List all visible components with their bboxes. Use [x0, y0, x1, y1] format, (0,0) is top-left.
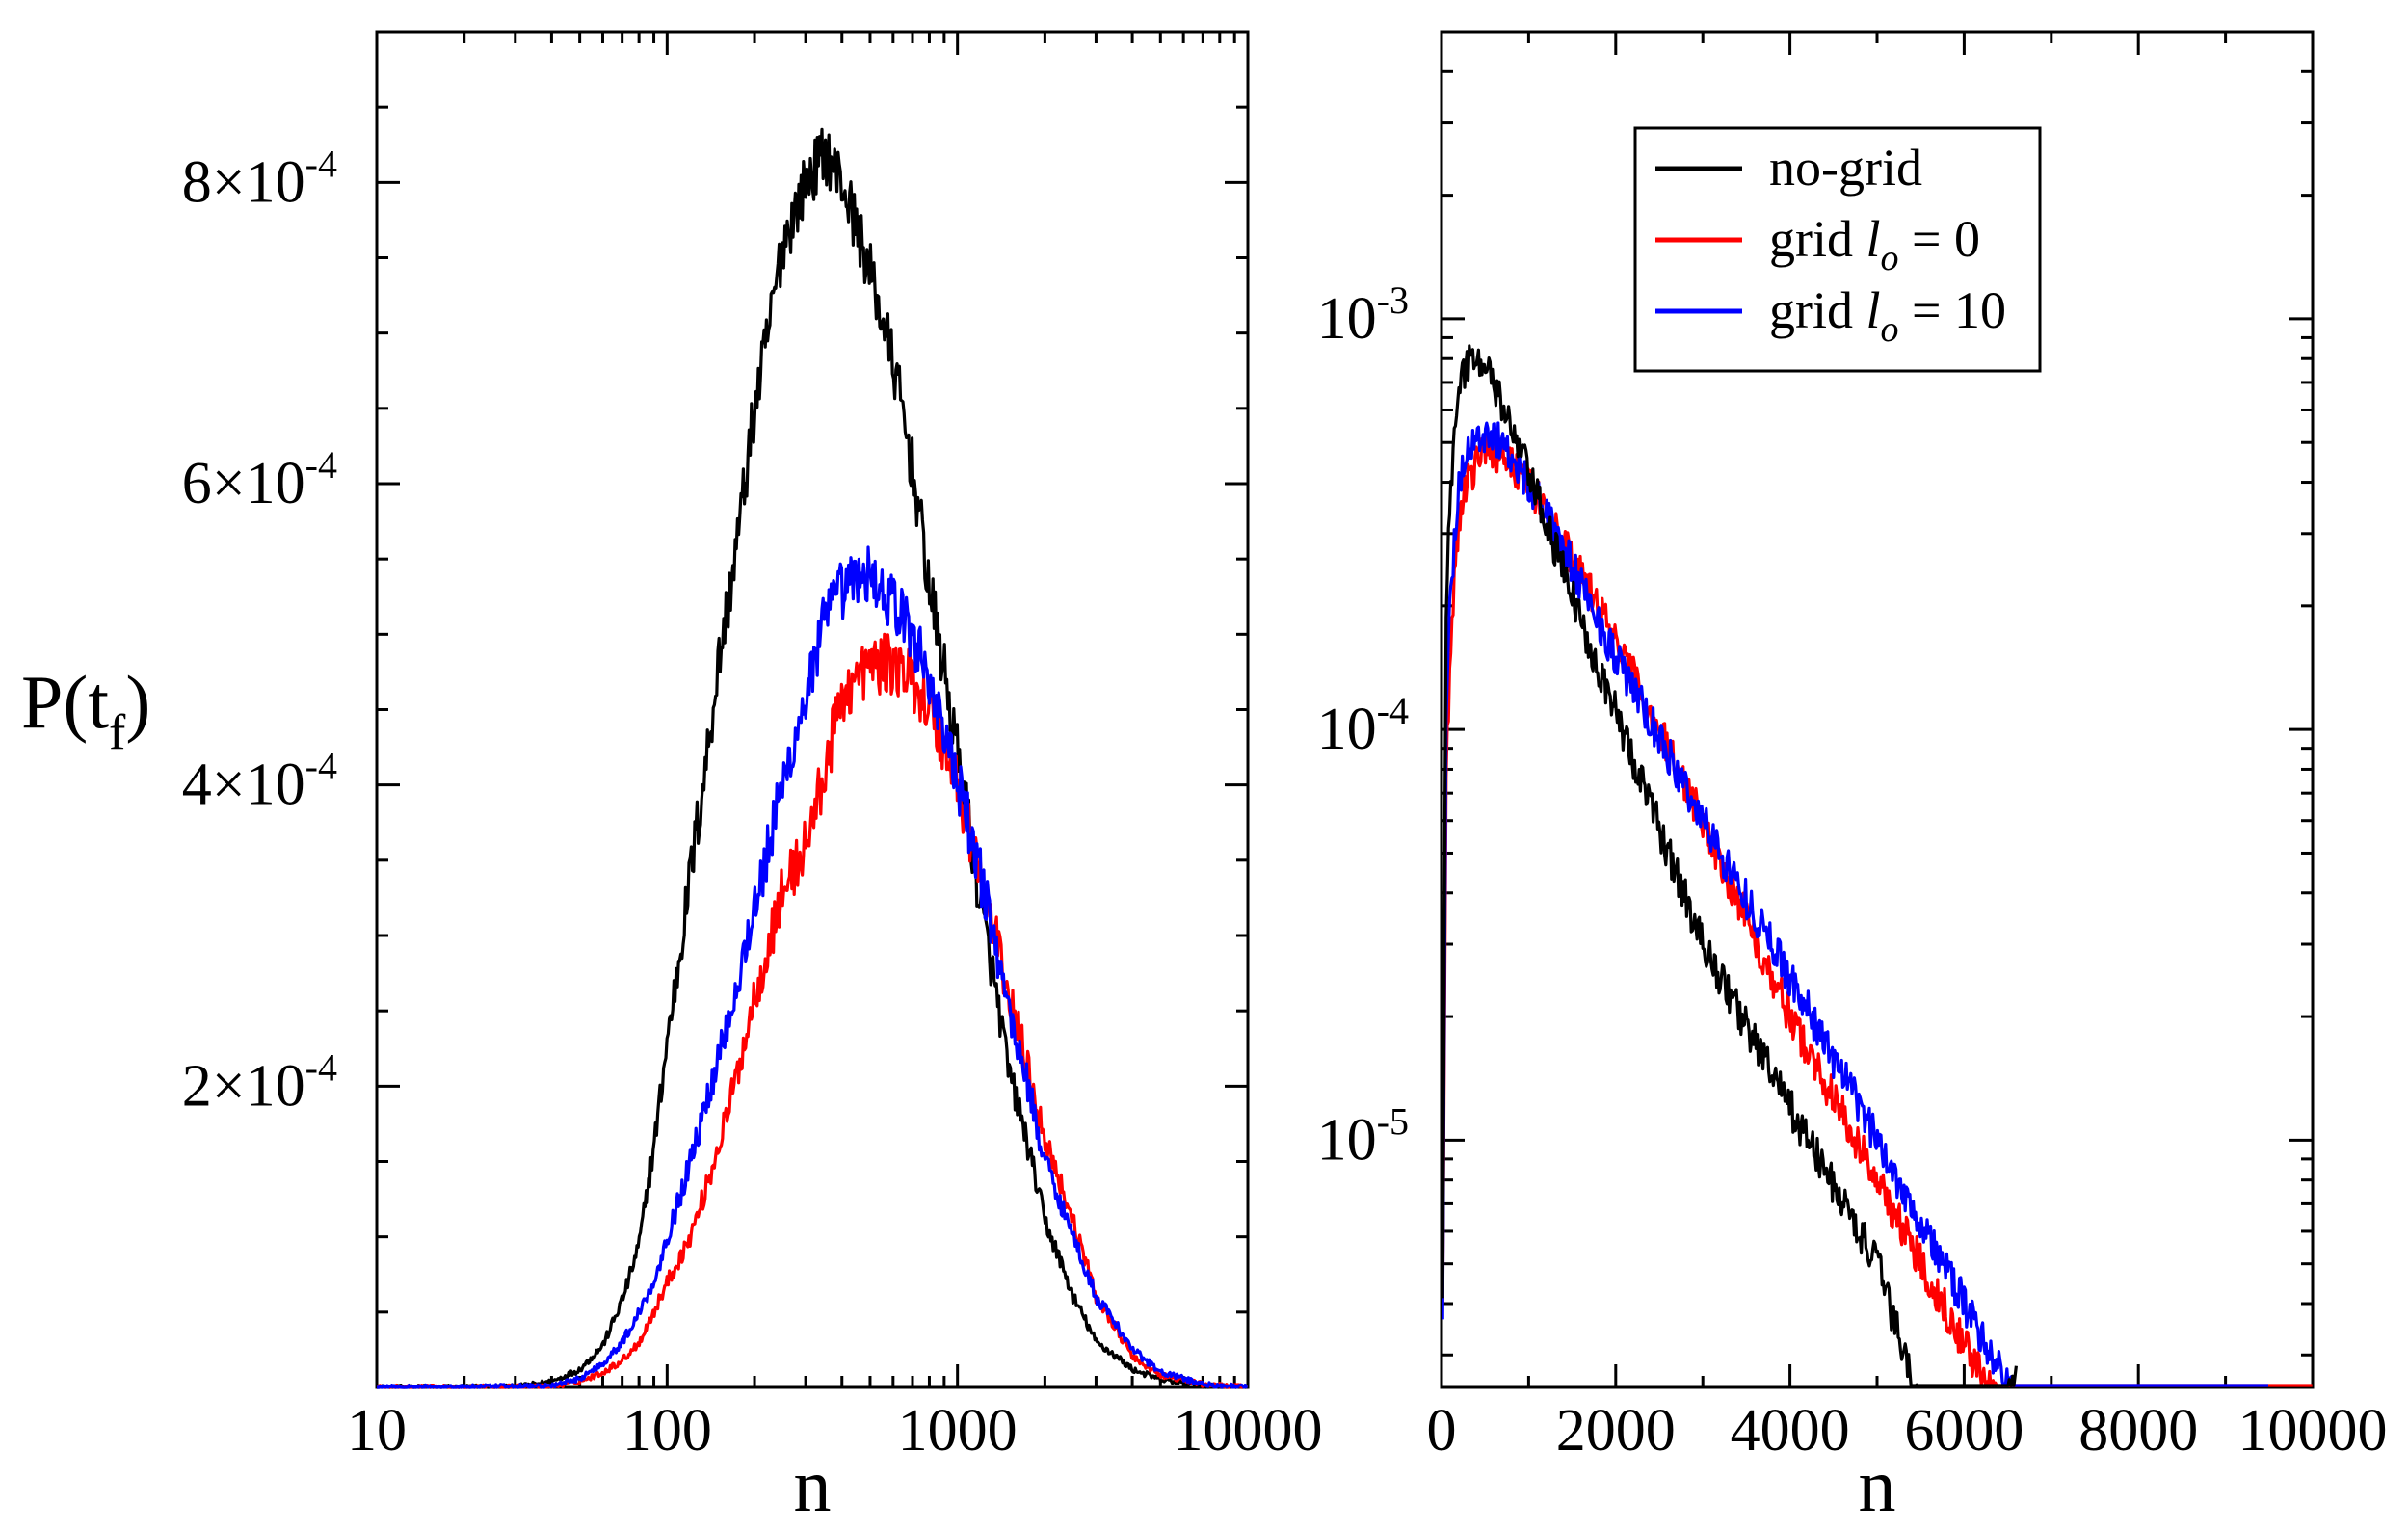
- legend-label-sub: o: [1881, 309, 1899, 350]
- y-axis-title-main: P(t: [21, 660, 109, 744]
- left-y-tick-label: 8×10-4: [182, 142, 337, 215]
- legend-label-prefix: grid: [1769, 210, 1866, 268]
- right-y-tick-label: 10-4: [1317, 689, 1409, 762]
- right-y-tick-label: 10-5: [1317, 1099, 1409, 1173]
- left-y-tick-exponent: -4: [305, 443, 337, 487]
- right-series-line-0: [1442, 344, 2018, 1387]
- left-series-group: [376, 127, 1249, 1389]
- right-x-tick-label: 0: [1427, 1398, 1457, 1464]
- left-x-tick-label: 100: [622, 1398, 712, 1464]
- left-y-tick-mantissa: 8×10: [182, 149, 305, 215]
- right-x-tick-label: 8000: [2078, 1398, 2198, 1464]
- legend-label-0: no-grid: [1769, 139, 1922, 197]
- legend-label-1: grid lo = 0: [1769, 210, 1980, 278]
- legend-label-var: l: [1866, 281, 1881, 339]
- left-y-tick-mantissa: 6×10: [182, 451, 305, 516]
- left-y-tick-label: 6×10-4: [182, 443, 337, 516]
- left-x-tick-label: 10: [347, 1398, 407, 1464]
- right-x-axis-title: n: [1859, 1443, 1896, 1527]
- right-y-tick-exponent: -4: [1377, 689, 1409, 732]
- legend-label-2: grid lo = 10: [1769, 281, 2006, 350]
- left-x-tick-label: 1000: [898, 1398, 1018, 1464]
- right-y-tick-mantissa: 10: [1317, 697, 1377, 762]
- left-plot-frame: [375, 30, 1250, 1389]
- legend-label-suffix: = 0: [1899, 210, 1980, 268]
- left-y-tick-mantissa: 2×10: [182, 1053, 305, 1119]
- right-y-tick-mantissa: 10: [1317, 286, 1377, 352]
- right-x-tick-label: 2000: [1556, 1398, 1676, 1464]
- legend-label-var: l: [1866, 210, 1881, 268]
- left-series-line-0: [376, 127, 1248, 1389]
- left-ticks: [375, 30, 1250, 1387]
- y-axis-title-close: ): [125, 660, 150, 744]
- left-y-tick-label: 2×10-4: [182, 1045, 337, 1119]
- right-y-tick-label: 10-3: [1317, 278, 1409, 352]
- right-x-tick-label: 10000: [2238, 1398, 2388, 1464]
- left-series-line-2: [376, 545, 1248, 1389]
- right-y-tick-mantissa: 10: [1317, 1107, 1377, 1173]
- left-y-tick-exponent: -4: [305, 142, 337, 185]
- right-series-group: [1442, 344, 2313, 1387]
- right-x-tick-label: 4000: [1731, 1398, 1850, 1464]
- legend-label-prefix: no-grid: [1769, 139, 1922, 197]
- legend-label-sub: o: [1881, 238, 1899, 278]
- left-x-tick-label: 10000: [1174, 1398, 1323, 1464]
- y-axis-title-sub: f: [109, 705, 126, 760]
- legend-label-suffix: = 10: [1899, 281, 2006, 339]
- left-y-tick-exponent: -4: [305, 745, 337, 788]
- left-y-axis-title: P(tf): [21, 660, 150, 760]
- legend-label-prefix: grid: [1769, 281, 1866, 339]
- right-y-tick-exponent: -5: [1377, 1099, 1409, 1143]
- right-series-line-2: [1442, 421, 2269, 1387]
- left-y-tick-label: 4×10-4: [182, 745, 337, 818]
- right-y-tick-exponent: -3: [1377, 278, 1409, 322]
- right-x-tick-label: 6000: [1904, 1398, 2024, 1464]
- left-series-line-1: [376, 632, 1249, 1389]
- left-y-tick-exponent: -4: [305, 1045, 337, 1089]
- left-x-axis-title: n: [794, 1443, 832, 1527]
- left-y-tick-mantissa: 4×10: [182, 752, 305, 818]
